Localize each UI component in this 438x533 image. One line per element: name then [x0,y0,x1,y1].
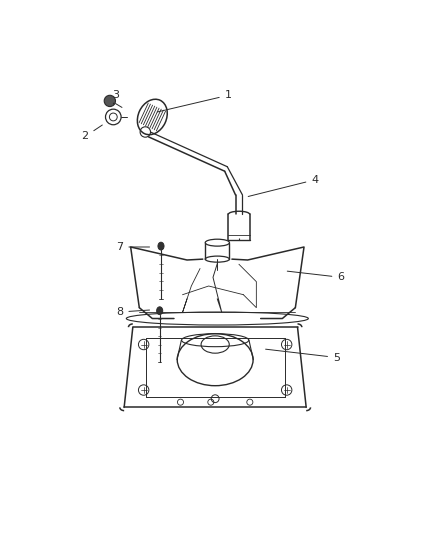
Text: 2: 2 [81,125,102,141]
Text: 8: 8 [116,307,149,317]
Ellipse shape [158,242,164,250]
Text: 3: 3 [112,90,119,104]
Text: 1: 1 [157,90,231,112]
Text: 4: 4 [247,175,318,197]
Text: 6: 6 [286,271,343,282]
Text: 5: 5 [265,349,339,362]
Text: 7: 7 [116,242,149,252]
Circle shape [104,95,115,107]
Ellipse shape [156,307,162,314]
